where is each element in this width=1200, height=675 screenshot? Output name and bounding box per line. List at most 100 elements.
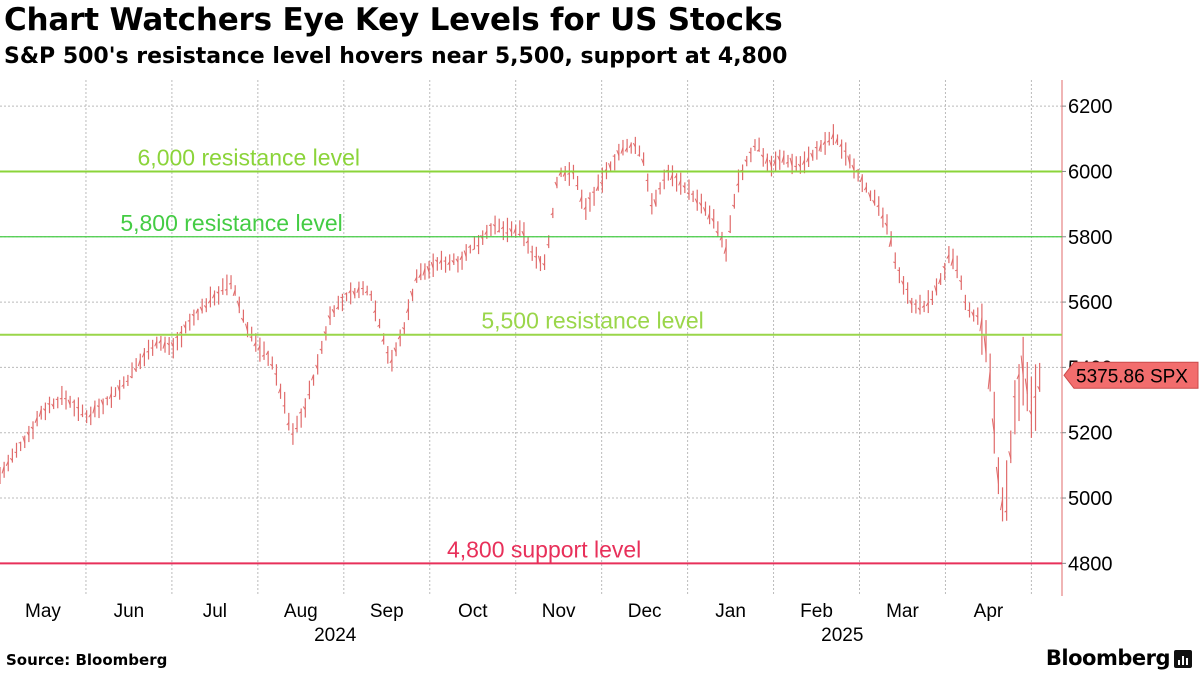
source-note: Source: Bloomberg	[6, 651, 168, 669]
price-open-tick	[125, 380, 129, 383]
price-open-tick	[530, 251, 533, 253]
price-open-tick	[802, 159, 805, 165]
price-open-tick	[893, 261, 896, 264]
x-tick-label: Jul	[203, 601, 227, 622]
price-open-tick	[1020, 355, 1024, 377]
price-open-tick	[30, 426, 34, 430]
price-open-tick	[917, 307, 921, 311]
price-open-tick	[859, 175, 863, 183]
price-open-tick	[430, 261, 434, 269]
price-open-tick	[794, 165, 797, 168]
price-open-tick	[678, 180, 682, 186]
price-open-tick	[909, 300, 913, 306]
price-open-tick	[492, 224, 496, 227]
price-open-tick	[335, 306, 339, 310]
price-open-tick	[43, 408, 46, 412]
price-open-tick	[715, 230, 719, 234]
price-open-tick	[274, 373, 277, 375]
price-open-tick	[1037, 386, 1041, 391]
price-open-tick	[839, 143, 843, 148]
price-open-tick	[331, 309, 335, 314]
x-tick-label: Apr	[974, 601, 1004, 622]
price-open-tick	[769, 159, 772, 168]
x-tick-label: Sep	[370, 601, 404, 622]
price-open-tick	[987, 369, 991, 390]
price-open-tick	[228, 282, 232, 285]
price-open-tick	[418, 273, 422, 279]
price-open-tick	[851, 164, 855, 171]
price-open-tick	[756, 149, 760, 152]
price-open-tick	[884, 222, 888, 227]
price-open-tick	[954, 269, 958, 272]
y-tick-label: 6200	[1068, 96, 1113, 118]
price-open-tick	[96, 405, 100, 408]
chart-subtitle: S&P 500's resistance level hovers near 5…	[4, 44, 788, 69]
price-open-tick	[405, 307, 409, 314]
price-open-tick	[348, 289, 352, 294]
price-open-tick	[732, 204, 735, 208]
price-open-tick	[525, 240, 529, 244]
price-open-tick	[175, 336, 178, 339]
price-open-tick	[781, 155, 785, 163]
price-open-tick	[170, 342, 174, 347]
price-open-tick	[245, 323, 249, 332]
y-tick-label: 5200	[1068, 423, 1113, 445]
price-open-tick	[521, 230, 525, 237]
price-open-tick	[826, 140, 830, 143]
price-open-tick	[599, 181, 603, 185]
price-open-tick	[240, 317, 244, 322]
price-open-tick	[162, 341, 166, 349]
price-open-tick	[901, 280, 904, 286]
price-open-tick	[14, 451, 17, 454]
price-open-tick	[822, 140, 826, 145]
price-open-tick	[158, 339, 162, 344]
price-open-tick	[47, 403, 50, 405]
price-open-tick	[624, 147, 628, 152]
price-open-tick	[921, 305, 925, 308]
price-open-tick	[728, 230, 731, 233]
price-open-tick	[484, 230, 488, 235]
price-open-tick	[236, 300, 240, 309]
price-open-tick	[401, 327, 405, 330]
last-value-label: 5375.86 SPX	[1076, 366, 1188, 387]
price-open-tick	[950, 257, 954, 266]
price-open-tick	[410, 290, 414, 298]
x-tick-label: Mar	[886, 601, 919, 622]
price-open-tick	[1004, 510, 1007, 513]
x-tick-label: Jan	[715, 601, 746, 622]
bloomberg-logo-icon	[1174, 650, 1192, 668]
price-open-tick	[141, 351, 145, 358]
price-open-tick	[785, 161, 789, 164]
price-open-tick	[736, 183, 739, 186]
price-open-tick	[628, 143, 632, 148]
price-open-tick	[958, 279, 962, 283]
price-open-tick	[620, 147, 624, 154]
price-open-tick	[393, 347, 397, 353]
price-open-tick	[938, 277, 942, 285]
price-open-tick	[534, 255, 537, 258]
price-open-tick	[542, 263, 545, 266]
price-open-tick	[199, 306, 203, 312]
price-open-tick	[232, 289, 236, 297]
price-open-tick	[319, 348, 323, 351]
price-open-tick	[389, 359, 393, 364]
price-open-tick	[5, 461, 9, 467]
y-tick-label: 5600	[1068, 292, 1113, 314]
price-open-tick	[863, 186, 867, 191]
price-open-tick	[108, 393, 112, 399]
y-tick-label: 4800	[1068, 553, 1113, 575]
reference-label-5800-resistance: 5,800 resistance level	[120, 210, 342, 236]
price-open-tick	[344, 292, 347, 295]
price-open-tick	[760, 154, 764, 158]
price-open-tick	[59, 397, 63, 400]
price-open-tick	[426, 265, 430, 273]
y-tick-label: 5000	[1068, 488, 1113, 510]
price-open-tick	[632, 142, 636, 148]
price-open-tick	[975, 315, 979, 318]
price-open-tick	[468, 245, 471, 248]
price-open-tick	[608, 163, 612, 170]
price-open-tick	[356, 286, 360, 294]
price-open-tick	[876, 204, 880, 208]
price-open-tick	[88, 413, 92, 418]
price-open-tick	[674, 174, 678, 179]
